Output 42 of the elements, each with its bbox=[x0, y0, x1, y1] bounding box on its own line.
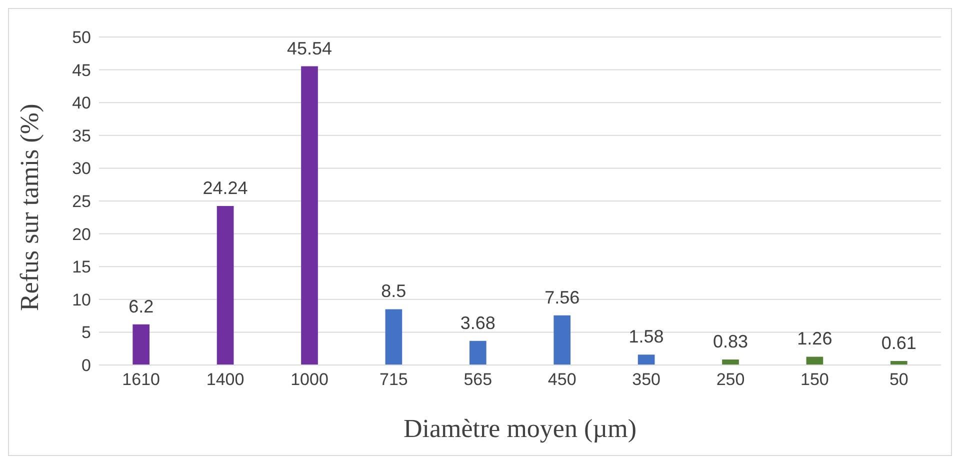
data-label: 1.26 bbox=[797, 328, 832, 349]
bar bbox=[132, 324, 150, 365]
data-label: 3.68 bbox=[460, 312, 496, 333]
bar bbox=[385, 309, 402, 365]
y-tick-label: 50 bbox=[72, 28, 91, 48]
y-tick-label: 20 bbox=[72, 224, 91, 244]
bar bbox=[469, 340, 486, 365]
y-tick-label: 35 bbox=[72, 126, 91, 146]
x-tick-label: 50 bbox=[889, 370, 908, 390]
data-label: 24.24 bbox=[202, 178, 248, 198]
data-label: 7.56 bbox=[544, 287, 580, 308]
bar bbox=[638, 354, 655, 365]
y-tick-label: 30 bbox=[72, 159, 91, 178]
y-tick-label: 45 bbox=[72, 60, 91, 80]
bar bbox=[722, 360, 739, 365]
y-tick-label: 25 bbox=[72, 192, 91, 212]
data-label: 8.5 bbox=[381, 281, 406, 302]
data-label: 0.83 bbox=[712, 332, 748, 352]
x-tick-label: 1000 bbox=[290, 370, 328, 390]
bar bbox=[216, 206, 234, 365]
data-label: 6.2 bbox=[128, 296, 154, 316]
x-tick-label: 1610 bbox=[122, 370, 160, 390]
bar bbox=[554, 315, 571, 365]
data-label: 45.54 bbox=[286, 38, 332, 58]
y-tick-label: 15 bbox=[72, 258, 91, 277]
x-tick-label: 715 bbox=[380, 370, 408, 390]
x-axis-title: Diamètre moyen (µm) bbox=[403, 414, 637, 443]
x-tick-label: 150 bbox=[800, 370, 829, 390]
bar bbox=[806, 356, 824, 365]
y-tick-label: 0 bbox=[82, 356, 91, 376]
y-tick-label: 5 bbox=[82, 323, 91, 342]
x-tick-label: 565 bbox=[464, 370, 492, 390]
x-tick-label: 1400 bbox=[206, 370, 244, 390]
x-tick-label: 350 bbox=[632, 370, 660, 390]
data-label: 0.61 bbox=[881, 333, 916, 353]
y-tick-label: 40 bbox=[72, 94, 91, 113]
bar bbox=[301, 66, 318, 365]
y-axis-title: Refus sur tamis (%) bbox=[15, 104, 44, 311]
y-tick-label: 10 bbox=[72, 290, 91, 310]
data-label: 1.58 bbox=[628, 326, 664, 347]
x-tick-label: 450 bbox=[548, 370, 576, 390]
x-tick-label: 250 bbox=[716, 370, 745, 390]
